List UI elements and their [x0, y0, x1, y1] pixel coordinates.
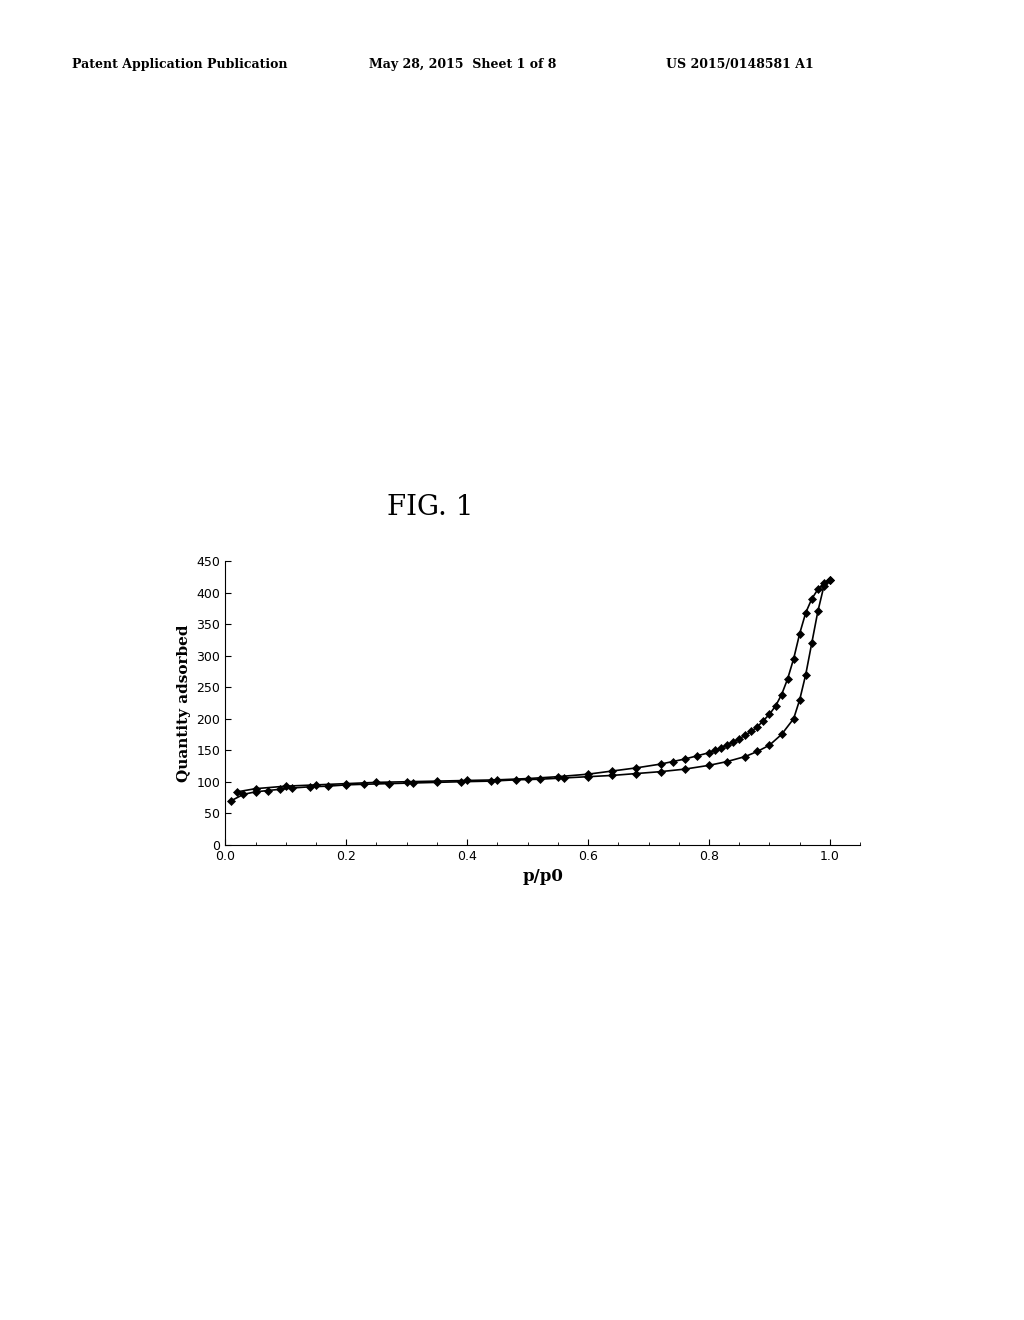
Text: FIG. 1: FIG. 1 [387, 495, 473, 521]
Text: May 28, 2015  Sheet 1 of 8: May 28, 2015 Sheet 1 of 8 [369, 58, 556, 71]
Text: Patent Application Publication: Patent Application Publication [72, 58, 287, 71]
Y-axis label: Quantity adsorbed: Quantity adsorbed [177, 624, 191, 781]
X-axis label: p/p0: p/p0 [522, 869, 563, 886]
Text: US 2015/0148581 A1: US 2015/0148581 A1 [666, 58, 813, 71]
